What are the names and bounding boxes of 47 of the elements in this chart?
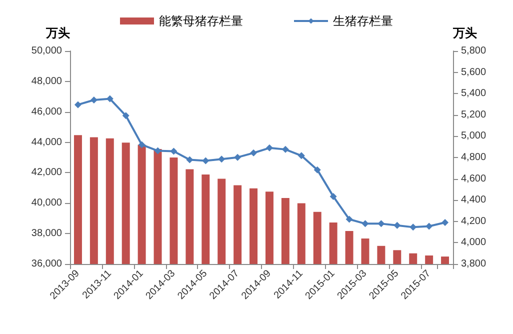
y2-tick-label: 4,800 (461, 152, 486, 163)
point (250, 149, 258, 156)
point (362, 220, 369, 228)
y2-tick-label: 5,400 (461, 88, 486, 100)
y-tick-label: 44,000 (31, 136, 62, 148)
y2-tick-label: 5,000 (461, 130, 486, 142)
point (170, 148, 178, 155)
point (298, 152, 305, 160)
point (74, 101, 82, 108)
point (394, 222, 401, 229)
y-tick-label: 38,000 (31, 228, 62, 240)
y2-tick-label: 4,000 (461, 237, 486, 248)
y2-tick-label: 4,600 (461, 173, 486, 184)
point (202, 157, 210, 164)
point (330, 192, 337, 200)
point (282, 146, 289, 153)
y-tick-label: 50,000 (31, 46, 62, 56)
point (426, 222, 433, 230)
y2-tick-label: 5,800 (461, 46, 486, 56)
y-tick-label: 46,000 (31, 106, 62, 118)
y2-axis-title: 万头 (452, 26, 477, 40)
point (138, 141, 146, 148)
y-tick-label: 42,000 (31, 167, 62, 178)
point (106, 95, 114, 102)
y-axis-title: 万头 (45, 26, 70, 40)
point (410, 224, 417, 231)
y-tick-label: 48,000 (31, 76, 62, 87)
y2-tick-label: 4,200 (461, 216, 486, 227)
point (378, 220, 385, 228)
y2-tick-label: 3,800 (461, 258, 486, 270)
y2-tick-label: 4,400 (461, 194, 486, 206)
legend-label: 生猪存栏量 (333, 14, 393, 28)
point (122, 112, 130, 120)
legend-label: 能繁母猪存栏量 (159, 14, 243, 28)
point (186, 156, 194, 164)
y2-tick-label: 5,200 (461, 109, 486, 120)
point (442, 218, 449, 226)
point (266, 144, 273, 152)
point (346, 216, 353, 223)
y-tick-label: 40,000 (31, 198, 62, 209)
point (234, 154, 242, 161)
point (218, 156, 226, 163)
y2-tick-label: 5,600 (461, 66, 486, 78)
point (90, 96, 98, 104)
y-tick-label: 36,000 (31, 258, 62, 270)
point (154, 147, 162, 154)
point (314, 166, 321, 174)
